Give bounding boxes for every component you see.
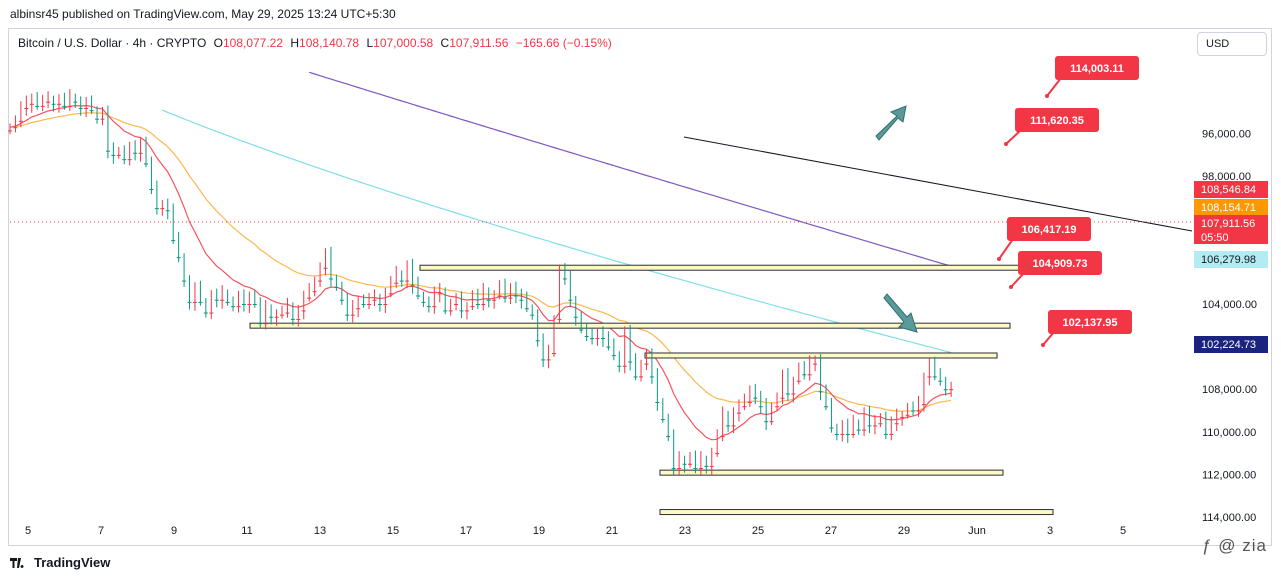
ohlc-low-key: L: [366, 36, 374, 50]
author-watermark: ƒ @ zia: [1202, 536, 1267, 555]
price-change: −165.66 (−0.15%): [515, 36, 612, 50]
ohlc-open-key: O: [213, 36, 223, 50]
symbol-title[interactable]: Bitcoin / U.S. Dollar · 4h · CRYPTO: [18, 36, 207, 50]
tradingview-logo-text: TradingView: [34, 555, 111, 570]
ohlc-high-value: 108,140.78: [299, 36, 360, 50]
ohlc-high-key: H: [290, 36, 300, 50]
ohlc-low-value: 107,000.58: [373, 36, 434, 50]
ohlc-close-value: 107,911.56: [449, 36, 509, 50]
ohlc-open-value: 108,077.22: [222, 36, 284, 50]
tradingview-logo-icon: [10, 558, 24, 568]
chart-frame: [8, 28, 1272, 546]
symbol-legend: Bitcoin / U.S. Dollar · 4h · CRYPTO O108…: [18, 36, 612, 50]
tradingview-logo[interactable]: TradingView: [10, 555, 110, 570]
ohlc-close-key: C: [440, 36, 450, 50]
publish-info: albinsr45 published on TradingView.com, …: [10, 7, 396, 21]
currency-selector[interactable]: USD: [1197, 32, 1267, 56]
